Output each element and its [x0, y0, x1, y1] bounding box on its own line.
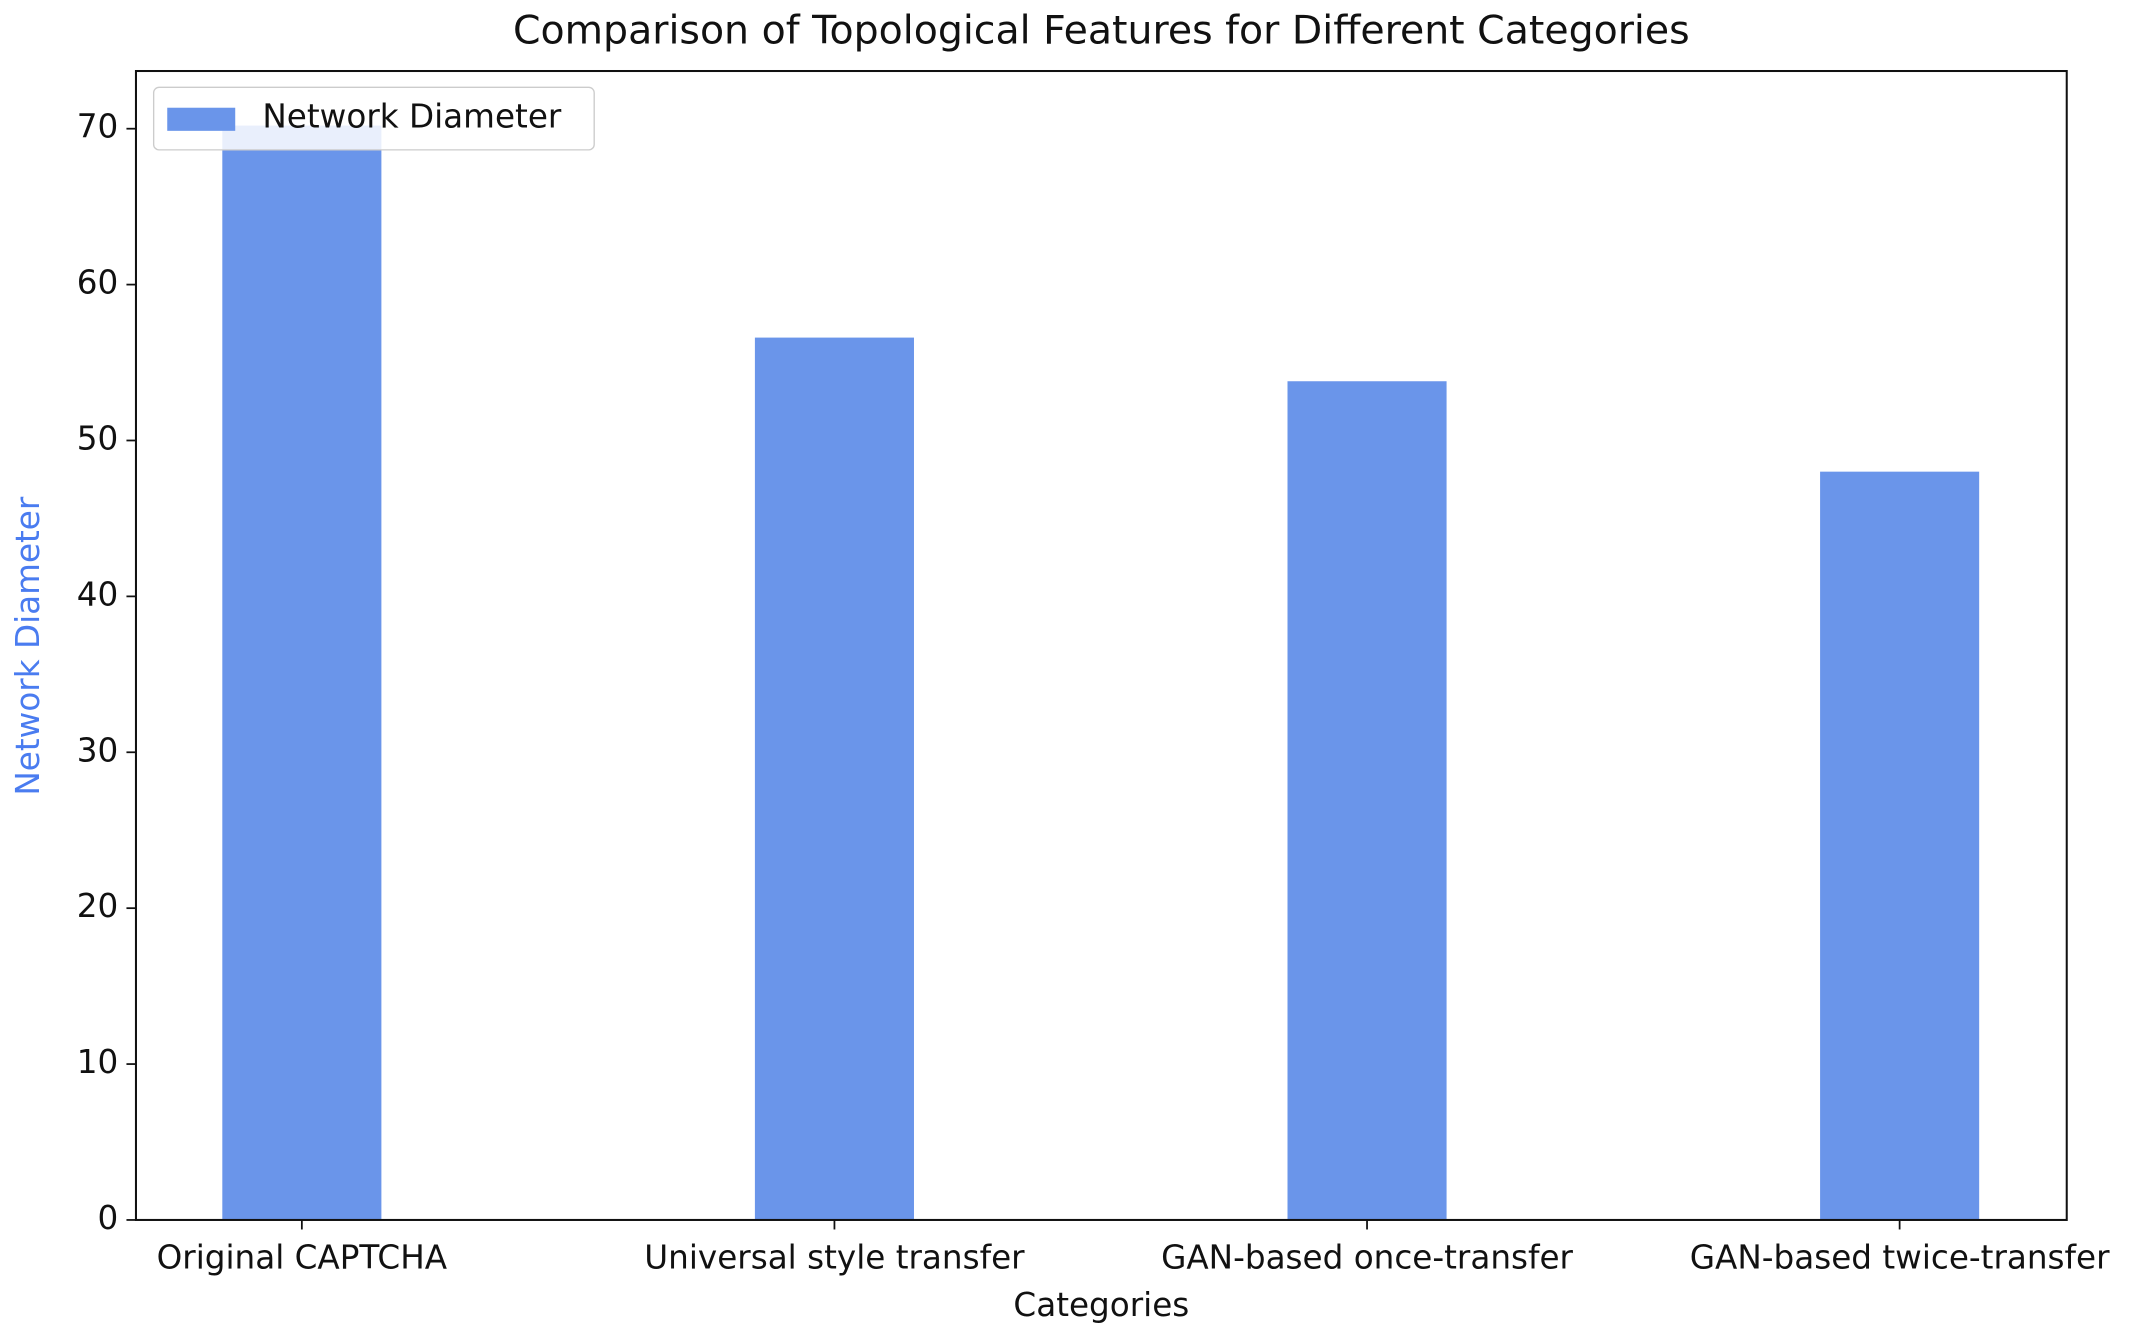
legend-box [152, 86, 595, 151]
legend: Network Diameter [152, 86, 595, 151]
legend-label: Network Diameter [262, 98, 561, 136]
bar [754, 337, 914, 1220]
legend-swatch [167, 107, 236, 131]
chart-title: Comparison of Topological Features for D… [513, 7, 1690, 53]
axes-frame [134, 69, 2068, 1221]
bar [222, 125, 382, 1220]
x-tick-label: GAN-based once-transfer [1161, 1238, 1573, 1276]
x-tick-label: Original CAPTCHA [157, 1238, 448, 1276]
y-tick-label: 40 [77, 575, 119, 613]
bar [1287, 381, 1447, 1220]
y-tick-label: 30 [77, 731, 119, 769]
y-tick-label: 20 [77, 887, 119, 925]
y-tick-label: 70 [77, 108, 119, 146]
y-tick-label: 10 [77, 1043, 119, 1081]
y-tick-label: 60 [77, 264, 119, 302]
x-tick-label: GAN-based twice-transfer [1690, 1238, 2110, 1276]
x-axis-label: Categories [1013, 1286, 1189, 1324]
y-tick-label: 0 [98, 1199, 119, 1237]
plot-area: Original CAPTCHA Universal style transfer… [77, 69, 2110, 1276]
x-tick-label: Universal style transfer [644, 1238, 1025, 1276]
y-axis-label: Network Diameter [9, 496, 47, 795]
y-tick-label: 50 [77, 419, 119, 457]
bar [1820, 471, 1980, 1220]
